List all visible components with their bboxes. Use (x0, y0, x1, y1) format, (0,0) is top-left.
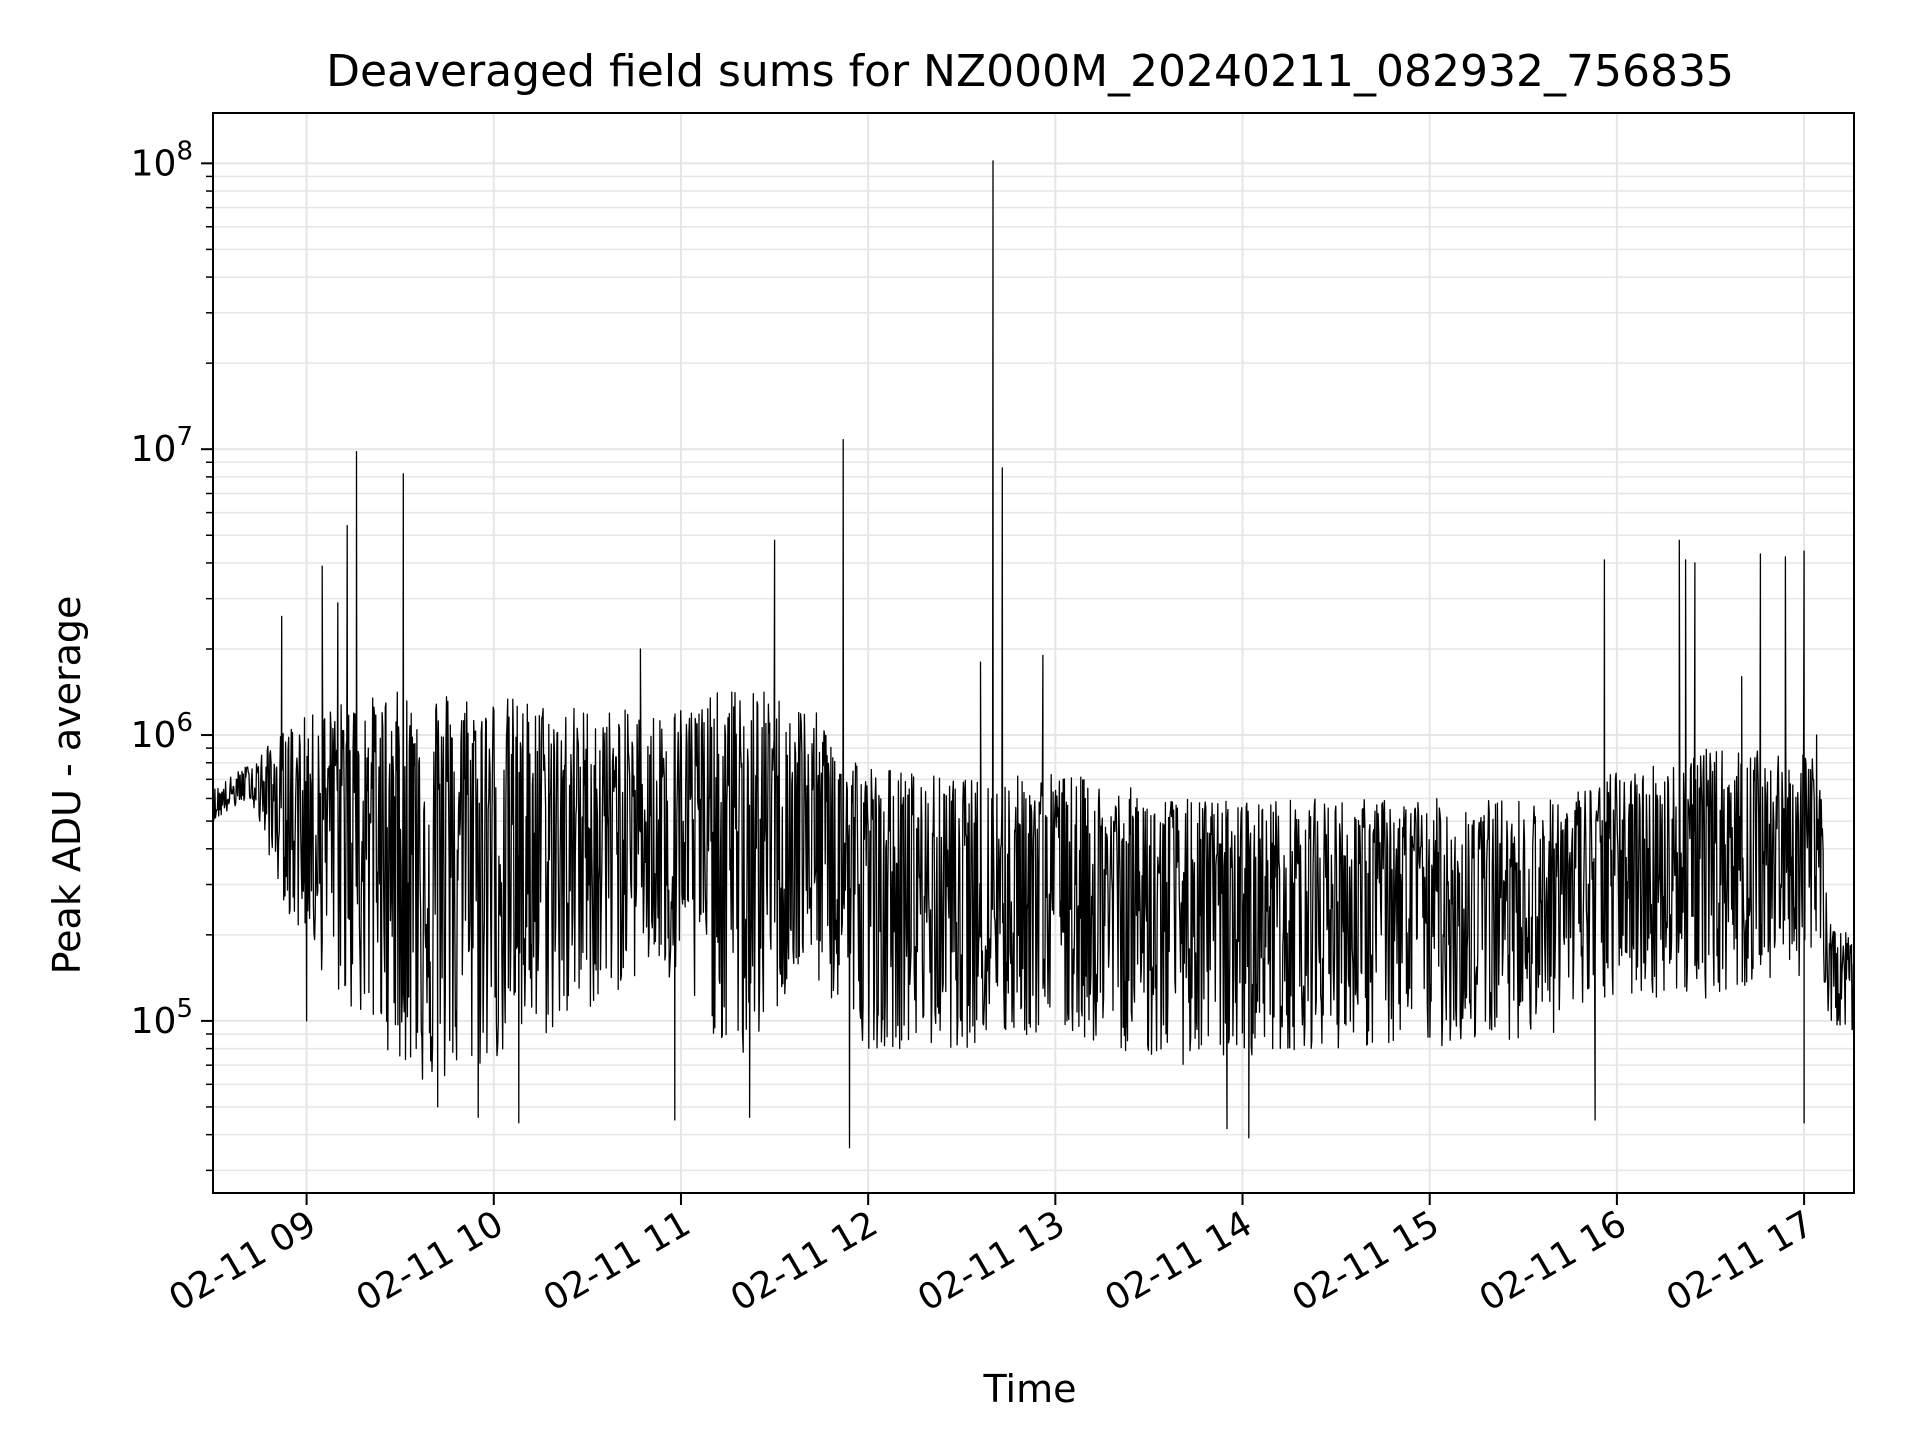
y-tick-label: 105 (131, 994, 193, 1042)
plot-frame (212, 112, 1855, 1194)
y-tick-label: 106 (131, 708, 193, 756)
x-axis-label: Time (983, 1367, 1077, 1411)
y-axis: 105 106 107 108 (131, 136, 213, 1172)
chart-title: Deaveraged field sums for NZ000M_2024021… (326, 46, 1734, 97)
y-tick-label: 107 (131, 422, 193, 470)
series-path (212, 160, 1855, 1149)
y-axis-label: Peak ADU - average (45, 596, 89, 975)
y-tick-label: 108 (131, 136, 193, 184)
series-line (212, 160, 1855, 1149)
